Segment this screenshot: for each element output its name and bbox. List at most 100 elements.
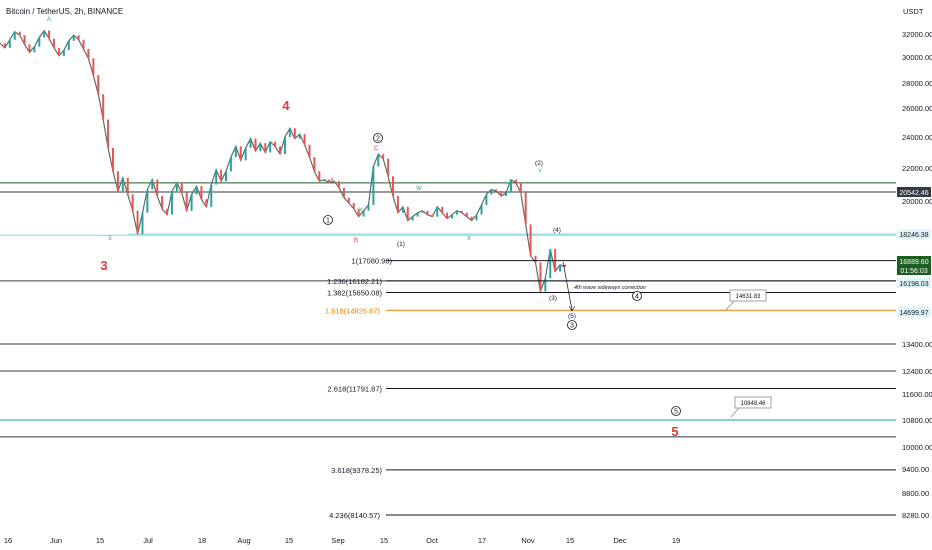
candle-body <box>72 35 75 41</box>
candle-body <box>136 210 139 235</box>
candle-body <box>549 249 552 279</box>
candle-body <box>175 182 178 192</box>
candle-body <box>470 216 473 221</box>
candle-body <box>38 37 41 47</box>
fib-label: 3.618(9378.25) <box>331 466 382 475</box>
candle-body <box>264 143 267 153</box>
y-tick-label: 22000.00 <box>902 164 932 173</box>
annotation-text: 4th wave sideways correction <box>574 285 646 291</box>
candle-body <box>455 210 458 215</box>
wave-A-label: A <box>47 17 51 23</box>
candle-body <box>411 216 414 221</box>
candle-body <box>121 177 124 192</box>
wave-B-label: B <box>354 238 358 244</box>
candle-body <box>23 35 26 45</box>
x-tick-label: 17 <box>478 536 486 545</box>
wave-5-small-label: 5 <box>108 236 112 242</box>
candle-body <box>357 208 360 217</box>
candle-body <box>97 75 100 95</box>
fib-label: 1.236(16182.21) <box>327 277 383 286</box>
candle-body <box>244 147 247 161</box>
horizontal-lines <box>0 182 896 438</box>
x-tick-label: 18 <box>198 536 206 545</box>
price-tag-text: 14699.97 <box>899 310 928 317</box>
x-tick-label: 15 <box>285 536 293 545</box>
price-tag-bg <box>897 229 931 239</box>
y-tick-label: 30000.00 <box>902 53 932 62</box>
candle-body <box>215 169 218 185</box>
y-tick-label: 10800.00 <box>902 416 932 425</box>
candle-body <box>151 179 154 190</box>
price-tag-bg <box>897 265 931 275</box>
price-tags: 20542.46 18246.38 16889.60 01:56:03 16198.03… <box>897 187 931 317</box>
candle-body <box>318 171 321 182</box>
candle-body <box>269 141 272 153</box>
x-tick-label: 15 <box>566 536 574 545</box>
candle-body <box>431 214 434 217</box>
y-tick-label: 8800.00 <box>902 489 929 498</box>
projection-arrow <box>562 261 573 311</box>
candle-body <box>200 186 203 200</box>
candle-body <box>500 191 503 197</box>
candle-body <box>3 43 6 48</box>
candle-body <box>43 30 46 38</box>
wave-circled-4-label: 4 <box>635 294 639 301</box>
x-tick-label: Nov <box>521 536 535 545</box>
candle-body <box>254 138 257 151</box>
x-tick-label: Jun <box>50 536 62 545</box>
callout-box <box>729 289 767 302</box>
candle-body <box>8 39 11 48</box>
wave-(4)-label: (4) <box>553 227 561 234</box>
candle-body <box>170 191 173 215</box>
wave-labels: 3 4 5 1 2 (1) (2) (3) (4) (5) 3 4 5 A B C W X Y X Y 5 4th wave… <box>47 17 772 439</box>
candle-body <box>190 194 193 211</box>
candle-body <box>401 206 404 213</box>
candle-body <box>210 184 213 207</box>
wave-circled-4-label-circle <box>632 291 642 301</box>
candle-body <box>323 179 326 182</box>
y-tick-label: 9400.00 <box>902 465 929 474</box>
y-tick-label: 26000.00 <box>902 104 932 113</box>
candle-body <box>392 176 395 197</box>
candle-body <box>48 30 51 39</box>
candle-body <box>544 278 547 292</box>
candle-body <box>67 40 70 51</box>
candle-body <box>441 206 444 213</box>
wave-5-label: 5 <box>671 424 678 439</box>
x-tick-label: Jul <box>143 536 153 545</box>
candle-body <box>249 138 252 148</box>
candle-body <box>382 154 385 159</box>
candle-body <box>92 58 95 76</box>
wave-1-label: 1 <box>326 218 330 225</box>
x-tick-label: Aug <box>237 536 250 545</box>
candle-body <box>559 264 562 272</box>
chart-title: Bitcoin / TetherUS, 2h, BINANCE <box>6 7 123 16</box>
candle-body <box>372 166 375 205</box>
candle-body <box>406 206 409 221</box>
candle-body <box>102 94 105 120</box>
y-tick-label: 32000.00 <box>902 30 932 39</box>
candle-body <box>57 47 60 56</box>
candle-body <box>342 187 345 198</box>
wave-1-label-circle <box>323 215 333 225</box>
wave-4-label: 4 <box>282 98 290 113</box>
candle-body <box>338 181 340 188</box>
callout-text: 14631.83 <box>735 294 761 300</box>
fib-levels: 1(17080.90) 1.236(16182.21) 1.382(15650.08… <box>325 257 896 520</box>
price-series <box>0 29 566 294</box>
price-scale-label: USDT <box>903 7 924 16</box>
candle-body <box>112 147 114 172</box>
x-tick-label: 19 <box>672 536 680 545</box>
price-tag-text: 16198.03 <box>899 281 928 288</box>
y-tick-label: 10000.00 <box>902 443 932 452</box>
callout-pointer <box>725 300 735 311</box>
fib-label: 2.618(11791.87) <box>328 384 383 393</box>
candle-body <box>465 212 468 217</box>
y-tick-label: 13400.00 <box>902 340 932 349</box>
candle-body <box>141 212 144 235</box>
candle-body <box>229 157 232 172</box>
price-tag-text: 20542.46 <box>899 190 928 197</box>
callout-box <box>734 396 772 409</box>
wave-W-label: W <box>416 186 422 192</box>
